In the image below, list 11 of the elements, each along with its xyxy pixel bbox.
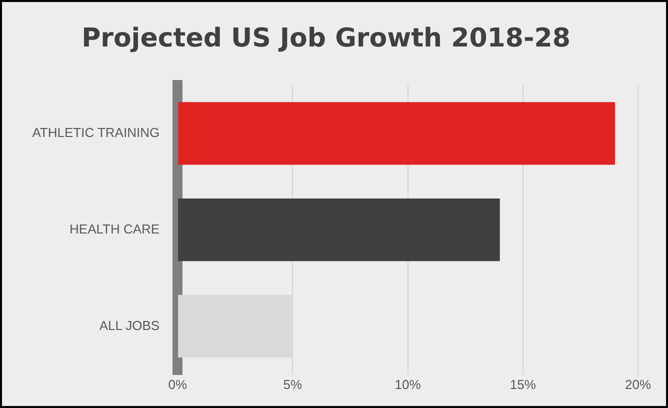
bar — [178, 198, 500, 262]
x-tick-label: 20% — [624, 376, 652, 392]
y-tick-label: ALL JOBS — [99, 318, 160, 333]
x-tick-label: 15% — [510, 376, 536, 392]
y-tick-label: HEALTH CARE — [70, 221, 160, 236]
x-tick-label: 0% — [168, 376, 188, 392]
bar — [178, 102, 615, 165]
chart-title: Projected US Job Growth 2018-28 — [82, 23, 570, 54]
x-tick-label: 10% — [394, 376, 422, 392]
x-tick-label: 5% — [283, 376, 303, 392]
y-tick-label: ATHLETIC TRAINING — [32, 124, 160, 140]
